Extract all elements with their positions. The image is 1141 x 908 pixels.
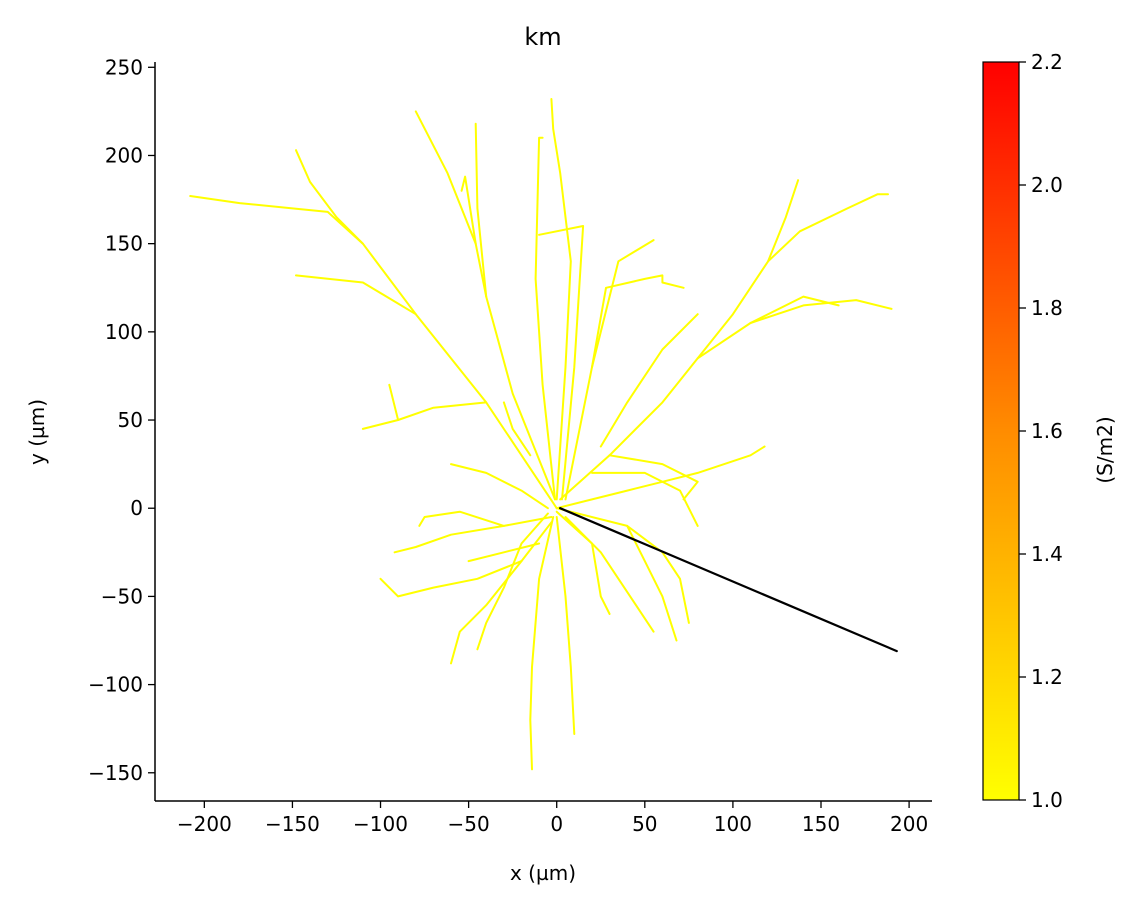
- colorbar-tick-label: 1.0: [1031, 788, 1063, 812]
- dendrite-branch: [550, 98, 572, 501]
- dendrite-branch: [591, 471, 699, 527]
- dendrite-branch: [393, 516, 553, 554]
- y-tick-label: 0: [130, 496, 143, 520]
- colorbar-ticks: 1.0 1.2 1.4 1.6 1.8 2.0 2.2: [1019, 50, 1063, 812]
- dendrite-branch: [476, 512, 549, 651]
- dendrite-branch: [555, 516, 576, 735]
- dendrite-branch: [767, 179, 800, 263]
- x-ticks: −200 −150 −100 −50 0 50 100 150 200: [177, 801, 928, 836]
- dendrite-branch: [555, 445, 766, 510]
- dendrite-branch: [696, 299, 893, 360]
- x-tick-label: 150: [802, 812, 840, 836]
- dendrite-branch: [414, 110, 477, 245]
- y-tick-label: 250: [105, 55, 143, 79]
- dendrite-branch: [474, 122, 488, 298]
- x-tick-label: −100: [353, 812, 408, 836]
- dendrite-branch: [538, 225, 585, 501]
- dendrite-branch: [529, 516, 555, 771]
- x-tick-label: −150: [265, 812, 320, 836]
- chart-title: km: [524, 23, 561, 51]
- colorbar-tick-label: 2.0: [1031, 173, 1063, 197]
- dendrite-branch: [467, 542, 541, 563]
- y-ticks: −150 −100 −50 0 50 100 150 200 250: [88, 55, 155, 785]
- dendrite-branch: [189, 195, 558, 510]
- colorbar: [982, 61, 1020, 801]
- plot-area: [189, 98, 898, 771]
- y-tick-label: −100: [88, 673, 143, 697]
- dendrite-branch: [295, 274, 417, 316]
- y-tick-label: −150: [88, 761, 143, 785]
- dendrite-branch: [555, 510, 611, 615]
- dendrite-branch: [450, 521, 553, 665]
- dendrite-branch: [626, 524, 678, 642]
- x-tick-label: 0: [550, 812, 563, 836]
- dendrite-branch: [460, 175, 556, 501]
- y-tick-label: 150: [105, 232, 143, 256]
- dendrite-branch: [388, 383, 400, 421]
- dendrite-branch: [591, 239, 655, 369]
- dendrite-branch: [555, 507, 690, 624]
- colorbar-tick-label: 1.6: [1031, 419, 1063, 443]
- x-tick-label: −200: [177, 812, 232, 836]
- dendrite-branch: [502, 401, 532, 457]
- dendrite-branch: [361, 401, 488, 430]
- x-tick-label: 50: [632, 812, 657, 836]
- dendrite-branch: [608, 454, 699, 501]
- dendrite-branch: [379, 560, 523, 598]
- colorbar-label: (S/m2): [1093, 416, 1117, 483]
- y-tick-label: 100: [105, 320, 143, 344]
- x-tick-label: −50: [448, 812, 490, 836]
- colorbar-tick-label: 2.2: [1031, 50, 1063, 74]
- x-tick-label: 200: [890, 812, 928, 836]
- dendrite-branch: [749, 295, 840, 324]
- colorbar-tick-label: 1.2: [1031, 665, 1063, 689]
- y-axis-label: y (µm): [25, 399, 49, 465]
- colorbar-tick-label: 1.8: [1031, 296, 1063, 320]
- axon-segment: [559, 507, 898, 653]
- x-axis-label: x (µm): [510, 861, 576, 885]
- y-tick-label: −50: [101, 584, 143, 608]
- dendrite-branch: [534, 136, 556, 501]
- colorbar-tick-label: 1.4: [1031, 542, 1063, 566]
- dendrite-branch: [599, 313, 699, 448]
- x-tick-label: 100: [714, 812, 752, 836]
- dendrite-branch: [295, 149, 364, 245]
- y-tick-label: 50: [118, 408, 143, 432]
- dendrite-branch: [559, 193, 889, 501]
- dendrite-branch: [450, 463, 549, 510]
- dendrite-branch: [418, 510, 505, 527]
- y-tick-label: 200: [105, 143, 143, 167]
